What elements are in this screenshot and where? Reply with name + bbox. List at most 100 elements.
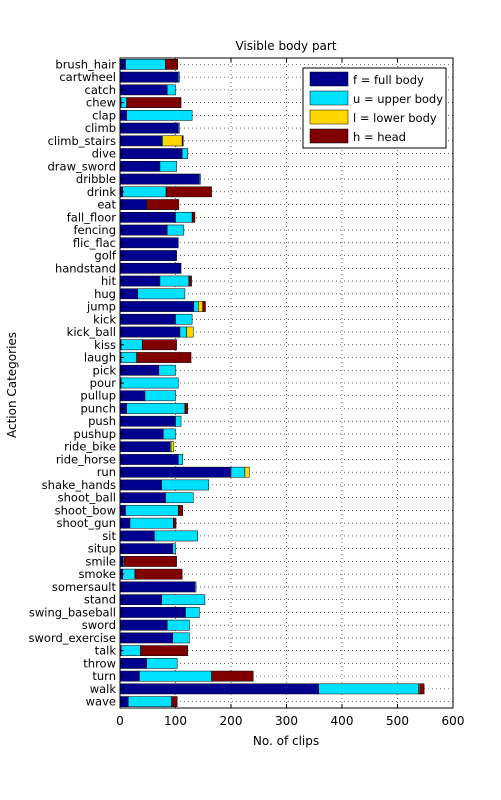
bar-segment-sword-1 [166,619,190,631]
y-tick-label: climb_stairs [48,134,116,148]
bar-segment-clap-1 [126,110,193,121]
bar-segment-ride_bike-0 [119,441,171,453]
x-axis: 0 100 200 300 400 500 600 [116,58,464,728]
y-tick-label: pick [93,363,117,377]
y-tick-label: push [88,414,116,428]
y-tick-label: stand [84,593,116,607]
bar-segment-punch-3 [184,403,188,414]
y-tick-label: handstand [55,261,116,275]
legend-label-1: u = upper body [353,92,443,106]
x-tick-label: 0 [116,714,124,728]
bar-segment-fall_floor-3 [191,211,196,223]
bar-segment-sword_exercise-1 [172,632,190,644]
bar-segment-smoke-3 [134,568,183,580]
legend-swatch-3 [309,128,349,144]
bar-segment-climb_stairs-2 [162,135,183,147]
bar-segment-swing_baseball-0 [119,607,186,618]
bar-segment-dribble-1 [199,173,201,185]
bar-segment-cartwheel-0 [119,71,179,83]
legend-label-0: f = full body [353,73,424,87]
legend: f = full body u = upper body l = lower bod… [302,67,447,149]
y-tick-label: shoot_gun [57,516,117,530]
bar-segment-turn-3 [211,670,254,682]
bar-segment-walk-0 [119,683,319,695]
bar-segment-golf-0 [119,250,177,261]
bar-segment-pick-1 [158,364,176,376]
y-tick-label: sword_exercise [29,631,116,645]
bar-segment-climb_stairs-0 [119,135,162,147]
y-tick-label: dribble [76,172,116,186]
bar-segment-shoot_bow-3 [178,505,183,516]
bar-segment-stand-1 [161,594,206,606]
x-tick-label: 200 [220,714,243,728]
bar-segment-somersault-1 [194,581,197,593]
bar-segment-shake_hands-0 [119,479,162,491]
bar-segment-turn-1 [139,670,212,682]
bar-segment-ride_horse-1 [178,454,183,465]
y-tick-label: brush_hair [55,57,116,71]
bar-segment-ride_bike-2 [170,441,175,453]
bar-segment-punch-1 [126,403,186,414]
bar-segment-ride_horse-0 [119,454,179,465]
y-tick-label: draw_sword [48,159,117,173]
bar-segment-kick_ball-1 [179,326,187,338]
bar-segment-hit-3 [188,275,192,287]
bar-segment-hit-0 [119,275,161,287]
x-tick-label: 300 [275,714,298,728]
bar-segment-brush_hair-1 [125,59,166,70]
bar-segment-draw_sword-0 [119,160,161,172]
y-tick-label: fencing [73,223,116,237]
y-tick-label: fall_floor [67,210,117,224]
bar-segment-kick-1 [175,313,193,325]
bar-segment-push-1 [175,415,182,427]
bar-segment-jump-0 [119,301,195,312]
bar-segment-situp-1 [172,543,176,555]
bar-segment-walk-3 [419,683,425,695]
bar-segment-sit-1 [154,530,198,542]
bar-segment-drink-1 [122,186,167,198]
y-tick-label: turn [92,669,116,683]
y-tick-label: flic_flac [73,236,116,250]
bar-segment-pour-1 [120,377,179,389]
y-tick-label: talk [95,644,117,658]
bar-segment-draw_sword-1 [159,160,177,172]
bar-segment-shoot_ball-1 [165,492,194,504]
y-tick-label: hit [101,274,116,288]
chart-title: Visible body part [235,39,336,53]
x-tick-label: 400 [331,714,354,728]
bar-segment-pick-0 [119,364,160,376]
bar-segment-situp-0 [119,543,173,555]
bar-segment-kick_ball-2 [186,326,194,338]
y-tick-label: ride_bike [64,440,116,454]
bar-segment-hug-1 [137,288,186,300]
y-axis-label: Action Categories [5,332,19,438]
bar-segment-catch-0 [119,84,168,96]
y-tick-label: sword [82,618,116,632]
bar-segment-pushup-1 [163,428,176,440]
y-tick-label: laugh [84,351,116,365]
bar-segment-shoot_ball-0 [119,492,166,504]
bar-segment-dribble-0 [119,173,200,185]
legend-swatch-0 [309,71,349,87]
y-tick-label: pushup [74,427,116,441]
y-tick-label: jump [86,300,116,314]
y-tick-label: hug [94,287,116,301]
y-tick-label: shoot_ball [58,491,116,505]
bar-segment-flic_flac-0 [119,237,179,249]
bar-segment-hit-1 [159,275,190,287]
bar-segment-pullup-1 [144,390,176,402]
bar-segment-sword_exercise-0 [119,632,173,644]
legend-label-3: h = head [353,130,406,144]
bar-segment-wave-1 [128,696,172,707]
bar-segment-cartwheel-1 [178,71,180,83]
x-tick-label: 100 [164,714,187,728]
y-tick-label: kiss [94,338,116,352]
bar-segment-dive-0 [119,148,183,159]
bar-segment-throw-1 [146,658,178,669]
bar-segment-fencing-1 [166,224,185,236]
bar-segment-kiss-1 [120,339,143,351]
bar-segment-talk-1 [120,645,141,656]
y-tick-label: ride_horse [56,452,116,466]
y-tick-label: throw [83,656,116,670]
y-tick-label: drink [87,185,117,199]
